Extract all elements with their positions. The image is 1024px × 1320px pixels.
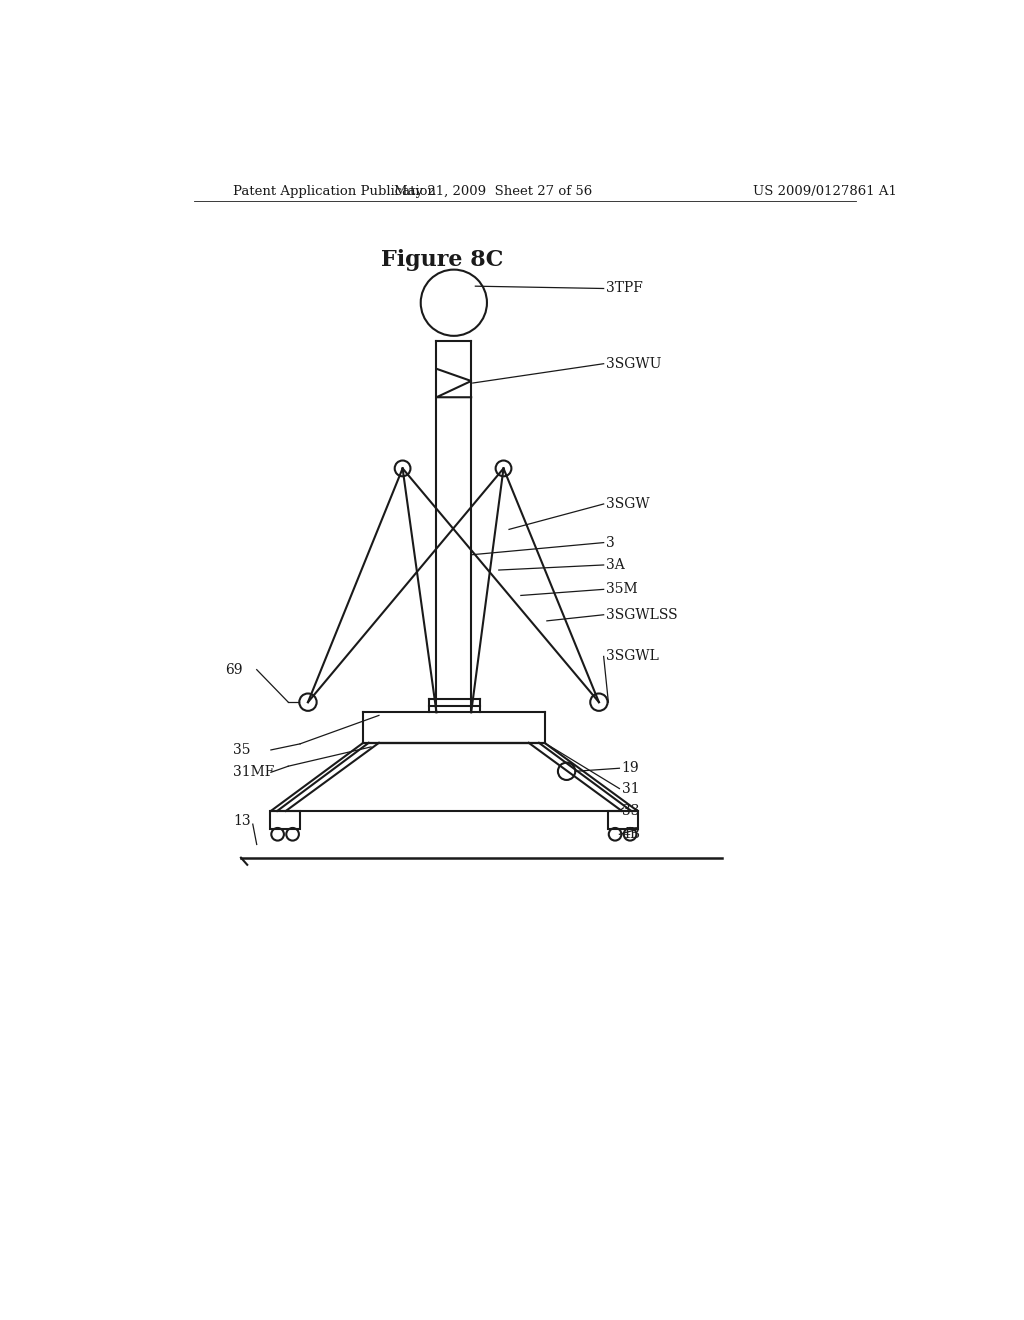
Bar: [270, 810, 300, 829]
Text: 33: 33: [622, 804, 639, 818]
Text: 3A: 3A: [606, 558, 625, 572]
Text: 3TPF: 3TPF: [606, 281, 643, 296]
Bar: [607, 810, 638, 829]
Text: 4B: 4B: [622, 828, 641, 841]
Text: 3SGWL: 3SGWL: [606, 649, 658, 664]
Text: 3SGWU: 3SGWU: [606, 356, 662, 371]
Text: 3SGW: 3SGW: [606, 496, 649, 511]
Text: 31: 31: [622, 781, 639, 796]
Text: 19: 19: [622, 762, 639, 775]
Text: 3: 3: [606, 536, 614, 549]
Text: 31MF: 31MF: [233, 766, 274, 779]
Text: 13: 13: [233, 814, 251, 828]
Text: Patent Application Publication: Patent Application Publication: [233, 185, 436, 198]
Text: 3SGWLSS: 3SGWLSS: [606, 607, 678, 622]
Text: 35M: 35M: [606, 582, 638, 597]
Text: Figure 8C: Figure 8C: [381, 249, 503, 271]
Text: 35: 35: [233, 743, 251, 756]
Text: 69: 69: [225, 663, 243, 677]
Text: US 2009/0127861 A1: US 2009/0127861 A1: [754, 185, 897, 198]
Text: May 21, 2009  Sheet 27 of 56: May 21, 2009 Sheet 27 of 56: [394, 185, 593, 198]
